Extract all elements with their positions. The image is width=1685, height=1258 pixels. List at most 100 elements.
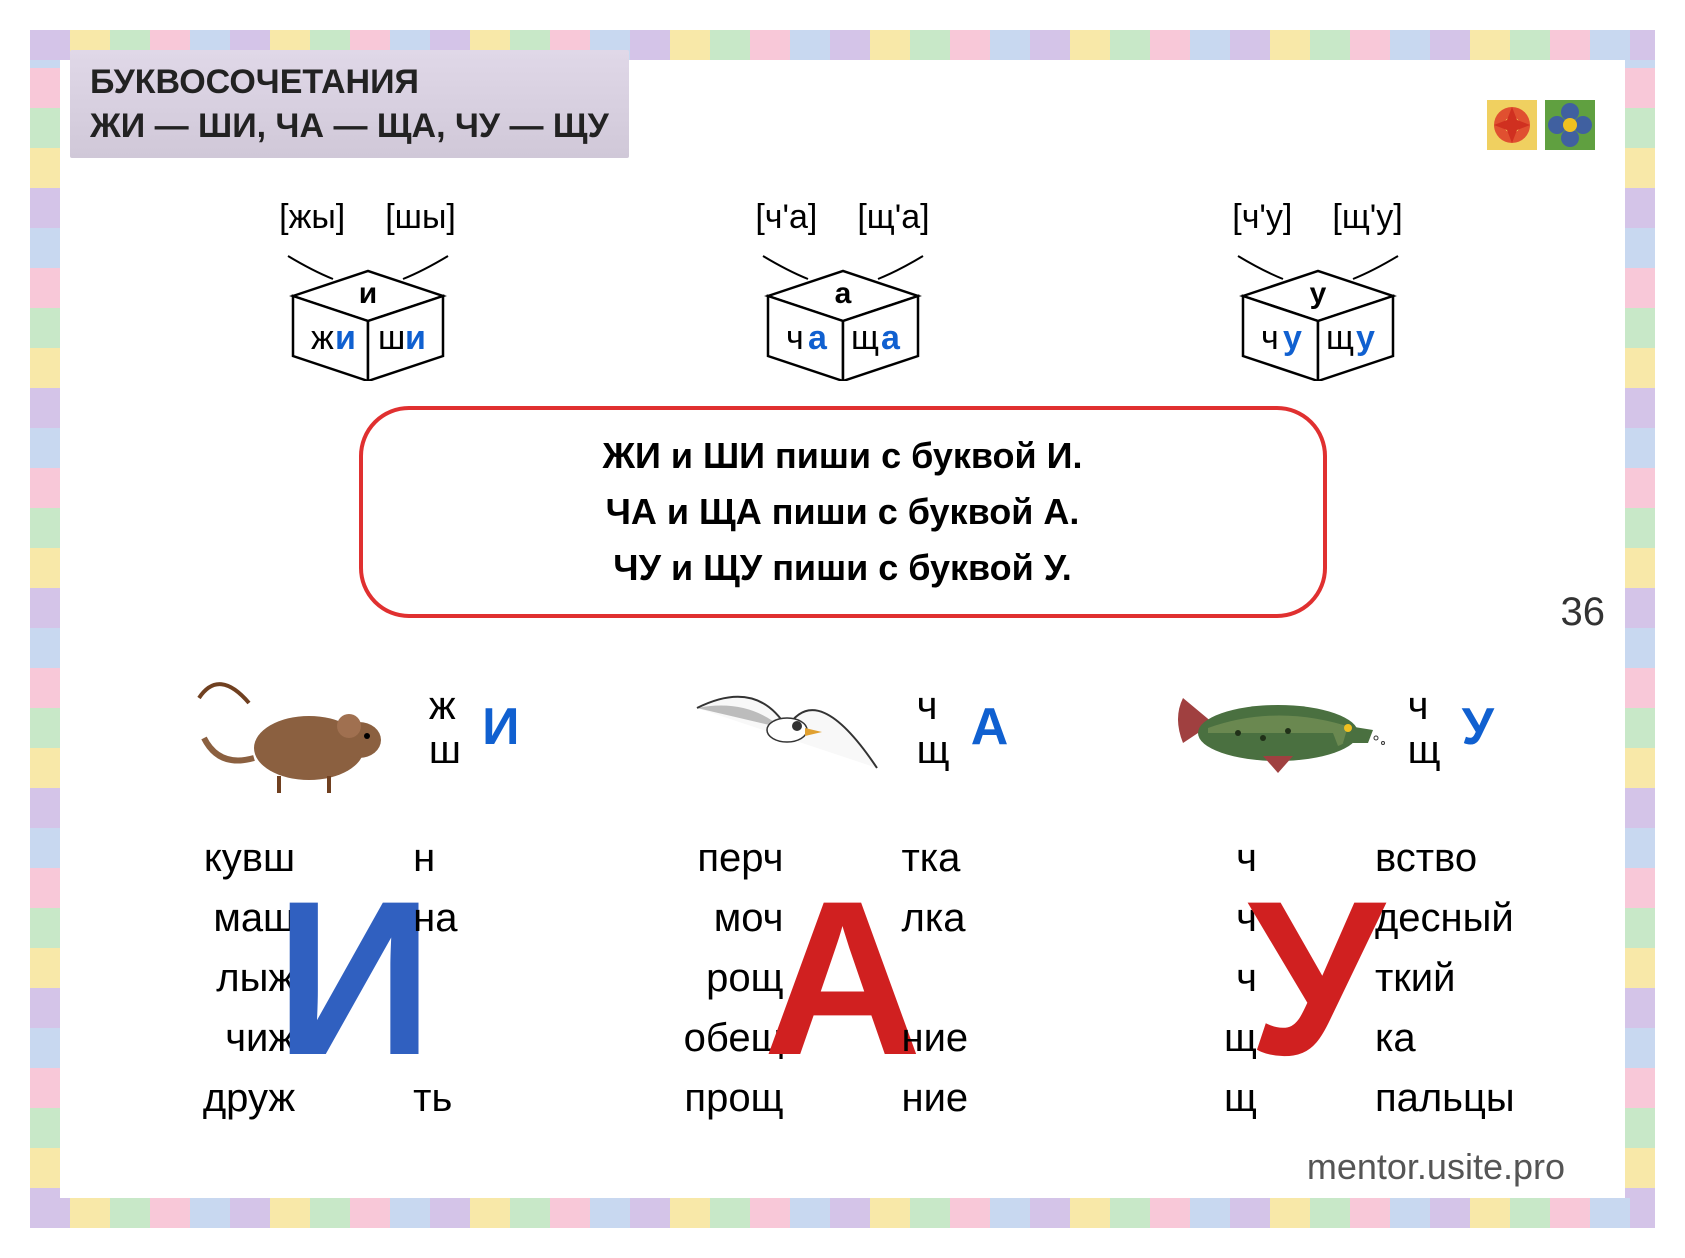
animal-top: ж ш И [139, 638, 569, 818]
title-box: БУКВОСОЧЕТАНИЯ ЖИ — ШИ, ЧА — ЩА, ЧУ — ЩУ [70, 50, 629, 158]
word-part: ка [1375, 1008, 1515, 1068]
word-part: на [413, 888, 523, 948]
cube-block-2: [ч'у] [щ'у] у ч у щ у [1213, 198, 1423, 386]
page-number: 36 [1561, 590, 1606, 635]
letter-pair: ж ш И [429, 684, 520, 772]
letter-pair: ч щ У [1408, 684, 1494, 772]
title-line-1: БУКВОСОЧЕТАНИЯ [90, 60, 609, 104]
svg-text:ч: ч [1261, 319, 1279, 357]
stack-letter: щ [1408, 728, 1441, 772]
flower-icon-2 [1545, 100, 1595, 150]
animals-row: ж ш И кувш маш лыж чиж друж И [110, 638, 1575, 1128]
svg-text:щ: щ [851, 319, 879, 357]
rule-line: ЧА и ЩА пиши с буквой А. [393, 484, 1293, 540]
stack-letter: ш [429, 728, 461, 772]
svg-text:щ: щ [1326, 319, 1354, 357]
seagull-icon [677, 648, 897, 808]
word-columns: кувш маш лыж чиж друж И н на ть [139, 828, 569, 1128]
word-part: вство [1375, 828, 1515, 888]
big-letter-u: У [1261, 828, 1371, 1128]
word-part: ч [1147, 828, 1257, 888]
cubes-row: [жы] [шы] и ж и ш и [ч'а] [130, 198, 1555, 386]
cube-block-0: [жы] [шы] и ж и ш и [263, 198, 473, 386]
big-vowel: А [971, 699, 1009, 756]
word-part: щ [1147, 1008, 1257, 1068]
cube-right-1: ш [378, 319, 405, 357]
word-part: ть [413, 1068, 523, 1128]
word-part: десный [1375, 888, 1515, 948]
letter-pair: ч щ А [917, 684, 1009, 772]
col-right: вство десный ткий ка пальцы [1371, 828, 1515, 1128]
big-letter-i: И [299, 828, 409, 1128]
svg-text:у: у [1309, 277, 1326, 310]
rule-line: ЧУ и ЩУ пиши с буквой У. [393, 540, 1293, 596]
svg-text:ч: ч [786, 319, 804, 357]
word-part: пальцы [1375, 1068, 1515, 1128]
word-part: щ [1147, 1068, 1257, 1128]
col-right: тка лка ние ние [897, 828, 1011, 1128]
bracket: [жы] [279, 198, 345, 237]
animal-top: ч щ У [1116, 638, 1546, 818]
stack: ж ш [429, 684, 461, 772]
col-right: н на ть [409, 828, 523, 1128]
group-mouse: ж ш И кувш маш лыж чиж друж И [139, 638, 569, 1128]
cube-left-1: ж [311, 319, 334, 357]
group-seagull: ч щ А перч моч рощ обещ прощ А [627, 638, 1057, 1128]
col-left: ч ч ч щ щ [1147, 828, 1261, 1128]
stack: ч щ [1408, 684, 1441, 772]
flower-icon-1 [1487, 100, 1537, 150]
word-part: лка [901, 888, 1011, 948]
word-part: ч [1147, 888, 1257, 948]
stack-letter: ч [917, 684, 950, 728]
bracket-row-1: [ч'а] [щ'а] [738, 198, 948, 237]
cube-block-1: [ч'а] [щ'а] а ч а щ а [738, 198, 948, 386]
bracket: [ч'а] [755, 198, 817, 237]
cube-icon: и ж и ш и [263, 241, 473, 381]
cube-icon: а ч а щ а [738, 241, 948, 381]
stack-letter: щ [917, 728, 950, 772]
bracket: [шы] [385, 198, 456, 237]
animal-top: ч щ А [627, 638, 1057, 818]
bracket: [щ'а] [857, 198, 929, 237]
svg-text:у: у [1356, 319, 1375, 357]
bracket-row-2: [ч'у] [щ'у] [1213, 198, 1423, 237]
bracket: [ч'у] [1232, 198, 1292, 237]
page: БУКВОСОЧЕТАНИЯ ЖИ — ШИ, ЧА — ЩА, ЧУ — ЩУ [0, 0, 1685, 1258]
word-part [901, 948, 1011, 1008]
cube-left-2: и [335, 319, 356, 357]
word-part [413, 948, 523, 1008]
pike-icon [1168, 648, 1388, 808]
content-area: БУКВОСОЧЕТАНИЯ ЖИ — ШИ, ЧА — ЩА, ЧУ — ЩУ [30, 30, 1655, 1228]
svg-text:у: у [1283, 319, 1302, 357]
word-part: тка [901, 828, 1011, 888]
bracket: [щ'у] [1332, 198, 1402, 237]
word-part: ткий [1375, 948, 1515, 1008]
flower-icons [1487, 100, 1595, 150]
group-pike: ч щ У ч ч ч щ щ У [1116, 638, 1546, 1128]
word-part: н [413, 828, 523, 888]
word-part [413, 1008, 523, 1068]
word-columns: ч ч ч щ щ У вство десный ткий ка пальцы [1116, 828, 1546, 1128]
word-columns: перч моч рощ обещ прощ А тка лка ние ние [627, 828, 1057, 1128]
svg-text:а: а [881, 319, 901, 357]
word-part: ние [901, 1008, 1011, 1068]
word-part: ние [901, 1068, 1011, 1128]
mouse-icon [189, 648, 409, 808]
big-vowel: И [482, 699, 519, 756]
word-part: ч [1147, 948, 1257, 1008]
cube-top: и [358, 277, 376, 310]
cube-right-2: и [405, 319, 426, 357]
cube-icon: у ч у щ у [1213, 241, 1423, 381]
svg-text:а: а [808, 319, 828, 357]
watermark: mentor.usite.pro [1307, 1146, 1565, 1188]
big-vowel: У [1462, 699, 1494, 756]
bracket-row-0: [жы] [шы] [263, 198, 473, 237]
svg-text:а: а [834, 277, 851, 310]
big-letter-a: А [787, 828, 897, 1128]
stack-letter: ж [429, 684, 461, 728]
title-line-2: ЖИ — ШИ, ЧА — ЩА, ЧУ — ЩУ [90, 104, 609, 148]
stack-letter: ч [1408, 684, 1441, 728]
rule-line: ЖИ и ШИ пиши с буквой И. [393, 428, 1293, 484]
stack: ч щ [917, 684, 950, 772]
rule-box: ЖИ и ШИ пиши с буквой И. ЧА и ЩА пиши с … [359, 406, 1327, 617]
